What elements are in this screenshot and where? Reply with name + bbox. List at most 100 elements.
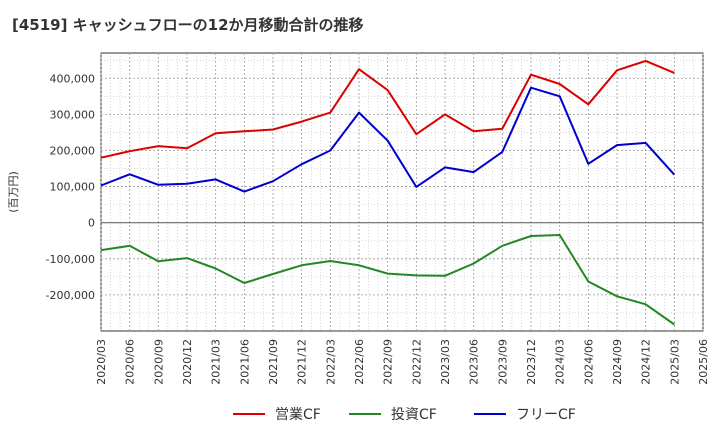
legend-label: フリーCF: [516, 407, 576, 423]
x-tick-label: 2021/09: [267, 339, 280, 385]
series-point: [645, 303, 647, 305]
series-point: [416, 275, 418, 277]
series-point: [186, 257, 188, 259]
series-point: [674, 174, 676, 176]
x-tick-label: 2021/12: [296, 339, 309, 385]
series-point: [215, 132, 217, 134]
series-point: [588, 281, 590, 283]
series-point: [100, 157, 102, 159]
x-tick-label: 2022/06: [353, 339, 366, 385]
series-point: [530, 87, 532, 89]
y-tick-label: 0: [88, 217, 95, 230]
series-line: [100, 234, 675, 326]
series-point: [358, 68, 360, 70]
series-point: [674, 324, 676, 326]
series-point: [444, 275, 446, 277]
series-point: [301, 264, 303, 266]
series-point: [129, 174, 131, 176]
series-point: [645, 60, 647, 62]
series-point: [559, 234, 561, 236]
y-tick-label: 400,000: [50, 72, 96, 85]
series-point: [444, 167, 446, 169]
x-tick-label: 2023/06: [468, 339, 481, 385]
series-point: [473, 131, 475, 133]
y-tick-label: -100,000: [46, 253, 95, 266]
series-point: [502, 245, 504, 247]
plot-area: [100, 52, 704, 332]
series-point: [330, 112, 332, 114]
series-point: [674, 72, 676, 74]
series-point: [272, 273, 274, 275]
x-tick-label: 2025/03: [668, 339, 681, 385]
series-point: [559, 96, 561, 98]
legend: 営業CF 投資CF フリーCF: [233, 407, 576, 423]
x-tick-label: 2024/09: [611, 339, 624, 385]
x-tick-label: 2020/09: [152, 339, 165, 385]
series-point: [330, 150, 332, 152]
series-point: [559, 83, 561, 85]
x-tick-label: 2022/12: [410, 339, 423, 385]
series-point: [502, 128, 504, 130]
series-point: [215, 179, 217, 181]
series-point: [416, 133, 418, 135]
x-tick-label: 2022/03: [324, 339, 337, 385]
x-tick-label: 2022/09: [382, 339, 395, 385]
series-point: [158, 184, 160, 186]
x-tick-label: 2021/03: [210, 339, 223, 385]
y-axis-label: (百万円): [7, 171, 20, 213]
series-point: [301, 163, 303, 165]
x-tick-label: 2020/12: [181, 339, 194, 385]
series-point: [186, 183, 188, 185]
y-tick-label: 100,000: [50, 181, 96, 194]
series-point: [387, 89, 389, 91]
series-point: [358, 264, 360, 266]
series-point: [616, 144, 618, 146]
series-point: [186, 148, 188, 150]
series-point: [129, 245, 131, 247]
series-point: [301, 121, 303, 123]
x-tick-label: 2023/09: [496, 339, 509, 385]
series-point: [387, 273, 389, 275]
legend-label: 投資CF: [391, 407, 437, 423]
y-tick-label: -200,000: [46, 289, 95, 302]
series-point: [244, 282, 246, 284]
chart-title: [4519] キャッシュフローの12か月移動合計の推移: [12, 16, 364, 34]
series-point: [530, 235, 532, 237]
series-line: [100, 86, 676, 193]
series-point: [645, 142, 647, 144]
y-tick-label: 300,000: [50, 108, 96, 121]
series-point: [158, 145, 160, 147]
series-point: [530, 74, 532, 76]
series-point: [272, 129, 274, 131]
series-point: [502, 151, 504, 153]
y-tick-label: 200,000: [50, 144, 96, 157]
series-point: [416, 186, 418, 188]
x-tick-label: 2024/03: [554, 339, 567, 385]
series-point: [444, 114, 446, 116]
series-lines: [100, 59, 676, 326]
series-point: [244, 191, 246, 193]
legend-label: 営業CF: [275, 407, 321, 423]
series-point: [244, 131, 246, 133]
series-point: [387, 140, 389, 142]
x-tick-label: 2023/12: [525, 339, 538, 385]
series-point: [272, 180, 274, 182]
x-tick-label: 2023/03: [439, 339, 452, 385]
series-line: [100, 59, 675, 159]
series-point: [330, 260, 332, 262]
series-point: [215, 268, 217, 270]
x-tick-label: 2025/06: [697, 339, 710, 385]
series-point: [100, 185, 102, 187]
series-point: [158, 261, 160, 263]
x-tick-label: 2024/12: [640, 339, 653, 385]
series-point: [473, 263, 475, 265]
series-point: [588, 163, 590, 165]
series-point: [473, 171, 475, 173]
axes: 400,000 300,000 200,000 100,000 0 -100,000 -20…: [7, 72, 710, 384]
series-point: [616, 70, 618, 72]
x-tick-label: 2021/06: [238, 339, 251, 385]
series-point: [588, 103, 590, 105]
x-tick-label: 2020/03: [95, 339, 108, 385]
series-point: [100, 249, 102, 251]
